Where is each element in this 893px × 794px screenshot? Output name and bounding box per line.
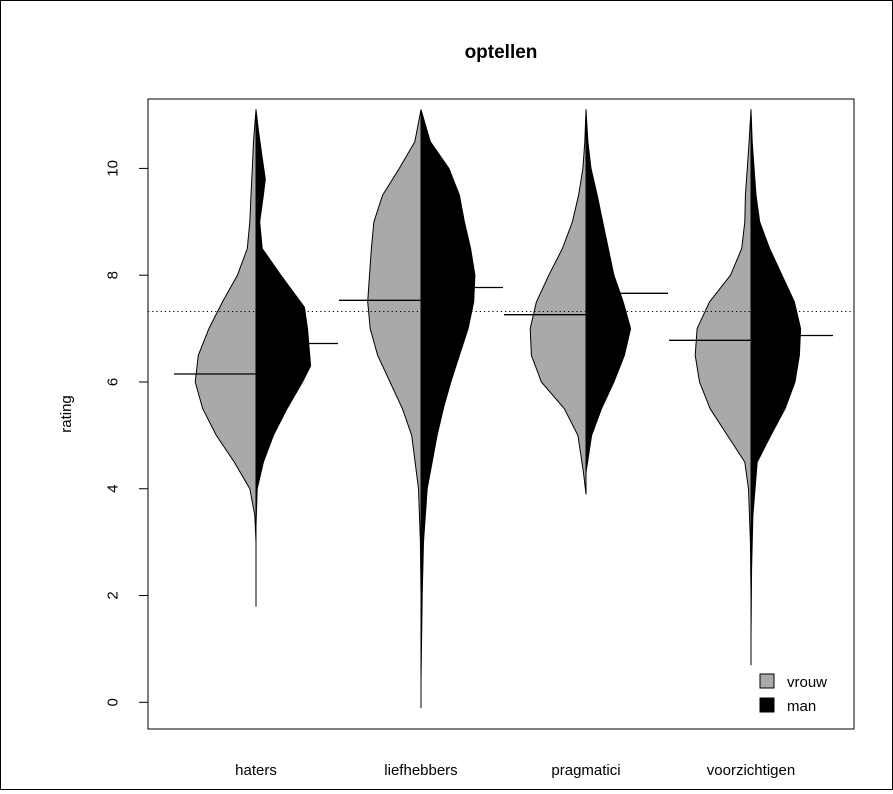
violin-half-vrouw-voorzichtigen — [694, 109, 752, 666]
violin-half-man-pragmatici — [585, 109, 632, 474]
violin-half-vrouw-pragmatici — [529, 109, 587, 495]
y-tick-label-4: 4 — [104, 485, 121, 493]
y-tick-label-8: 8 — [104, 271, 121, 279]
x-axis: haters liefhebbers pragmatici voorzichtigen — [235, 762, 795, 779]
y-tick-label-2: 2 — [104, 591, 121, 599]
legend-label-vrouw: vrouw — [787, 674, 827, 691]
violin-half-man-voorzichtigen — [750, 109, 802, 639]
legend-label-man: man — [787, 698, 816, 715]
violin-half-man-haters — [255, 109, 312, 527]
chart-title: optellen — [465, 42, 538, 63]
legend: vrouw man — [759, 673, 827, 715]
mean-lines-layer — [174, 286, 833, 375]
x-tick-label-liefhebbers: liefhebbers — [384, 762, 457, 779]
x-tick-label-pragmatici: pragmatici — [551, 762, 620, 779]
y-axis-label: rating — [58, 395, 75, 433]
x-tick-label-voorzichtigen: voorzichtigen — [707, 762, 795, 779]
legend-swatch-vrouw — [759, 673, 775, 689]
violin-half-vrouw-liefhebbers — [367, 109, 422, 709]
violin-half-man-liefhebbers — [420, 109, 476, 682]
y-tick-label-0: 0 — [104, 698, 121, 706]
violin-half-vrouw-haters — [194, 109, 257, 607]
violins-layer — [194, 109, 802, 709]
y-tick-label-10: 10 — [104, 160, 121, 177]
y-tick-label-6: 6 — [104, 378, 121, 386]
y-axis: 0 2 4 6 8 10 — [104, 160, 149, 706]
legend-swatch-man — [759, 697, 775, 713]
x-tick-label-haters: haters — [235, 762, 277, 779]
